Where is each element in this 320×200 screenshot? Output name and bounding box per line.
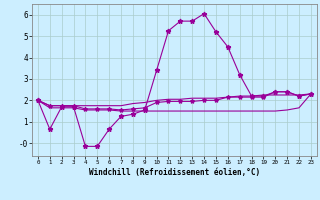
X-axis label: Windchill (Refroidissement éolien,°C): Windchill (Refroidissement éolien,°C) (89, 168, 260, 177)
